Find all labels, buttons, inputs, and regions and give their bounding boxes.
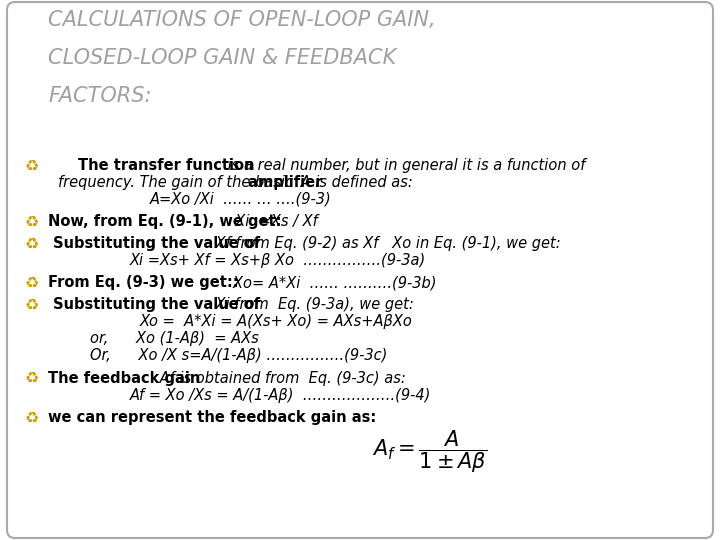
Text: A is defined as:: A is defined as:: [296, 175, 413, 190]
Text: $\mathit{A_f} = \dfrac{A}{1 \pm A\beta}$: $\mathit{A_f} = \dfrac{A}{1 \pm A\beta}$: [372, 429, 487, 475]
Text: Substituting the value of: Substituting the value of: [48, 236, 260, 251]
Text: The transfer function: The transfer function: [78, 158, 254, 173]
Text: ♻: ♻: [25, 275, 40, 291]
Text: CALCULATIONS OF OPEN-LOOP GAIN,: CALCULATIONS OF OPEN-LOOP GAIN,: [48, 10, 436, 30]
FancyBboxPatch shape: [7, 2, 713, 538]
Text: FACTORS:: FACTORS:: [48, 86, 151, 106]
Text: Or,      Xo /X s=A/(1-Aβ) …………….(9-3c): Or, Xo /X s=A/(1-Aβ) …………….(9-3c): [90, 348, 387, 363]
Text: Now, from Eq. (9-1), we get:: Now, from Eq. (9-1), we get:: [48, 214, 282, 229]
Text: CLOSED-LOOP GAIN & FEEDBACK: CLOSED-LOOP GAIN & FEEDBACK: [48, 48, 397, 68]
Text: A=Xo /Xi  …… … ….(9-3): A=Xo /Xi …… … ….(9-3): [150, 192, 332, 207]
Text: Af is obtained from  Eq. (9-3c) as:: Af is obtained from Eq. (9-3c) as:: [155, 370, 406, 386]
Text: ♻: ♻: [25, 370, 40, 386]
Text: ♻: ♻: [25, 410, 40, 424]
Text: amplifier: amplifier: [243, 175, 323, 190]
Text: or,      Xo (1-Aβ)  = AXs: or, Xo (1-Aβ) = AXs: [90, 332, 258, 346]
Text: Xi from  Eq. (9-3a), we get:: Xi from Eq. (9-3a), we get:: [211, 298, 414, 313]
Text: Xo= A*Xi  …… ……….(9-3b): Xo= A*Xi …… ……….(9-3b): [196, 275, 436, 291]
Text: Substituting the value of: Substituting the value of: [48, 298, 260, 313]
Text: Xi =Xs+ Xf = Xs+β Xo  …………….(9-3a): Xi =Xs+ Xf = Xs+β Xo …………….(9-3a): [130, 253, 426, 268]
Text: Xf from Eq. (9-2) as Xf   Xo in Eq. (9-1), we get:: Xf from Eq. (9-2) as Xf Xo in Eq. (9-1),…: [211, 236, 561, 251]
Text: Xi  =Xs / Xf: Xi =Xs / Xf: [226, 214, 318, 229]
Text: we can represent the feedback gain as:: we can represent the feedback gain as:: [48, 410, 377, 424]
Text: frequency. The gain of the basic: frequency. The gain of the basic: [58, 175, 293, 190]
Text: ♻: ♻: [25, 214, 40, 229]
Text: ♻: ♻: [25, 236, 40, 251]
Text: Xo =  A*Xi = A(Xs+ Xo) = AXs+AβXo: Xo = A*Xi = A(Xs+ Xo) = AXs+AβXo: [140, 314, 413, 329]
Text: ♻: ♻: [25, 158, 40, 173]
Text: is a real number, but in general it is a function of: is a real number, but in general it is a…: [223, 158, 585, 173]
Text: From Eq. (9-3) we get::: From Eq. (9-3) we get::: [48, 275, 238, 291]
Text: The feedback gain: The feedback gain: [48, 370, 200, 386]
Text: ♻: ♻: [25, 298, 40, 313]
Text: Af = Xo /Xs = A/(1-Aβ)  ……………….(9-4): Af = Xo /Xs = A/(1-Aβ) ……………….(9-4): [130, 388, 431, 402]
